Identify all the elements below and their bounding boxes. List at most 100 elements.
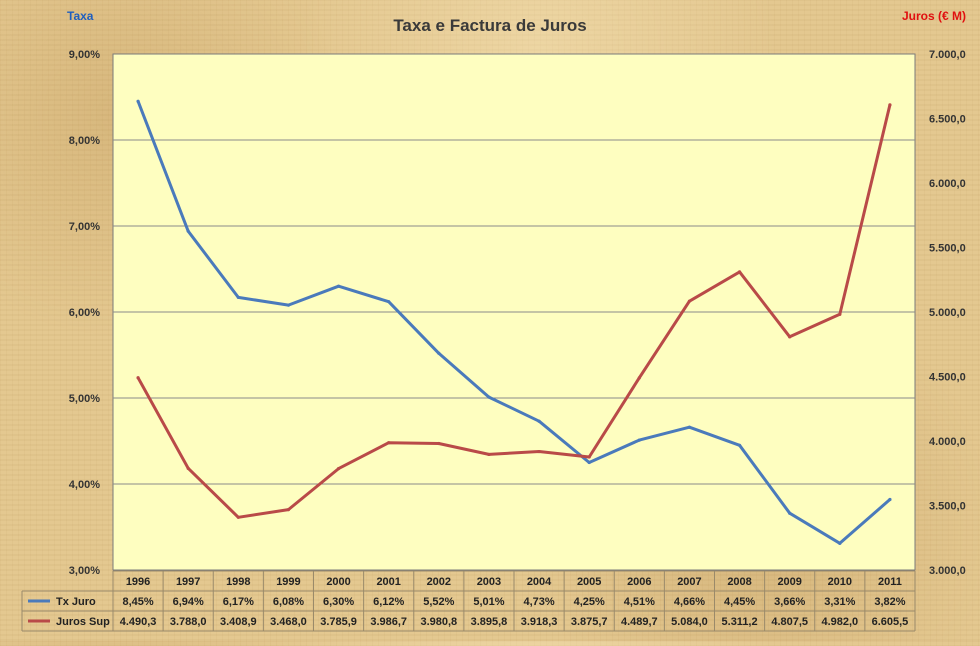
x-tick-label: 2008: [727, 576, 751, 588]
data-point-tx-juro: [136, 99, 140, 103]
data-point-juros-sup: [286, 508, 291, 512]
data-point-juros-sup: [186, 466, 190, 470]
x-tick-label: 1997: [176, 576, 200, 588]
data-point-juros-sup: [387, 441, 391, 445]
y-left-tick-label: 6,00%: [69, 307, 100, 319]
series-line-tx-juro: [136, 99, 892, 545]
data-point-tx-juro: [537, 419, 541, 423]
data-point-tx-juro: [888, 497, 892, 502]
y-right-tick-label: 6.000,0: [929, 178, 966, 190]
data-label: 4,25%: [574, 596, 605, 608]
data-point-tx-juro: [387, 300, 391, 304]
data-label: 6.605,5: [872, 616, 909, 628]
data-label: 3.785,9: [320, 616, 357, 628]
data-point-juros-sup: [637, 376, 641, 380]
data-label: 4.982,0: [821, 616, 858, 628]
y-right-tick-label: 4.500,0: [929, 372, 966, 384]
data-point-juros-sup: [788, 335, 792, 339]
data-label: 4,45%: [724, 596, 755, 608]
data-label: 4.490,3: [120, 616, 157, 628]
x-tick-label: 2003: [477, 576, 501, 588]
data-point-juros-sup: [888, 103, 892, 107]
data-point-tx-juro: [286, 303, 291, 307]
data-label: 3.468,0: [270, 616, 307, 628]
data-label: 6,08%: [273, 596, 304, 608]
data-point-juros-sup: [236, 515, 240, 519]
y-right-tick-label: 6.500,0: [929, 114, 966, 126]
chart-title: Taxa e Factura de Juros: [393, 16, 586, 35]
y-right-tick-label: 5.000,0: [929, 307, 966, 319]
y-right-axis-title: Juros (€ M): [902, 9, 966, 23]
data-label: 5,52%: [423, 596, 454, 608]
y-right-tick-label: 5.500,0: [929, 243, 966, 255]
y-left-tick-label: 4,00%: [69, 479, 100, 491]
x-tick-label: 2010: [828, 576, 852, 588]
data-point-tx-juro: [637, 438, 641, 442]
y-right-tick-label: 3.000,0: [929, 565, 966, 577]
data-point-juros-sup: [437, 441, 441, 446]
data-label: 6,30%: [323, 596, 354, 608]
series-line-juros-sup: [136, 103, 892, 519]
x-tick-label: 2001: [376, 576, 400, 588]
data-label: 5.311,2: [722, 616, 758, 628]
data-point-tx-juro: [437, 351, 441, 355]
data-label: 3.895,8: [471, 616, 508, 628]
y-right-tick-label: 7.000,0: [929, 49, 966, 61]
data-label: 8,45%: [122, 596, 153, 608]
data-point-tx-juro: [236, 295, 240, 299]
data-point-tx-juro: [487, 395, 491, 399]
data-point-juros-sup: [537, 449, 541, 454]
data-point-juros-sup: [136, 376, 140, 380]
x-tick-label: 1999: [276, 576, 300, 588]
data-point-tx-juro: [788, 511, 792, 515]
data-point-tx-juro: [336, 284, 341, 288]
x-tick-label: 2006: [627, 576, 651, 588]
data-label: 4.807,5: [771, 616, 808, 628]
x-tick-label: 2007: [677, 576, 701, 588]
y-left-tick-label: 7,00%: [69, 221, 100, 233]
data-label: 5,01%: [473, 596, 504, 608]
x-tick-label: 2004: [527, 576, 552, 588]
data-label: 4,66%: [674, 596, 705, 608]
data-label: 3.980,8: [420, 616, 457, 628]
y-left-axis-title: Taxa: [67, 9, 94, 23]
y-left-tick-label: 3,00%: [69, 565, 100, 577]
data-point-tx-juro: [186, 229, 190, 233]
data-label: 6,17%: [223, 596, 254, 608]
y-left-tick-label: 5,00%: [69, 393, 100, 405]
data-label: 3,66%: [774, 596, 805, 608]
data-label: 6,12%: [373, 596, 404, 608]
legend-label-juros-sup: Juros Sup: [56, 616, 110, 628]
data-point-juros-sup: [487, 452, 491, 457]
data-point-tx-juro: [687, 425, 692, 429]
data-point-juros-sup: [336, 467, 341, 471]
y-left-tick-label: 8,00%: [69, 135, 100, 147]
data-label: 3.918,3: [521, 616, 558, 628]
data-label: 3.875,7: [571, 616, 608, 628]
x-tick-label: 2002: [427, 576, 451, 588]
data-point-tx-juro: [737, 443, 742, 447]
data-label: 4.489,7: [621, 616, 658, 628]
x-tick-label: 1998: [226, 576, 250, 588]
data-point-juros-sup: [838, 312, 842, 316]
legend-label-tx-juro: Tx Juro: [56, 596, 96, 608]
data-point-tx-juro: [587, 460, 591, 465]
y-right-tick-label: 4.000,0: [929, 436, 966, 448]
data-point-juros-sup: [737, 270, 742, 274]
data-label: 3.986,7: [370, 616, 407, 628]
data-label: 3,82%: [874, 596, 905, 608]
y-right-tick-label: 3.500,0: [929, 501, 966, 513]
y-left-tick-label: 9,00%: [69, 49, 100, 61]
data-point-juros-sup: [687, 299, 692, 303]
x-tick-label: 2000: [326, 576, 350, 588]
data-label: 4,73%: [523, 596, 554, 608]
x-tick-label: 2011: [878, 576, 902, 588]
data-label: 3,31%: [824, 596, 855, 608]
data-point-juros-sup: [587, 455, 591, 459]
x-tick-label: 1996: [126, 576, 150, 588]
data-label: 5.084,0: [671, 616, 708, 628]
data-label: 3.788,0: [170, 616, 207, 628]
x-tick-label: 2005: [577, 576, 601, 588]
